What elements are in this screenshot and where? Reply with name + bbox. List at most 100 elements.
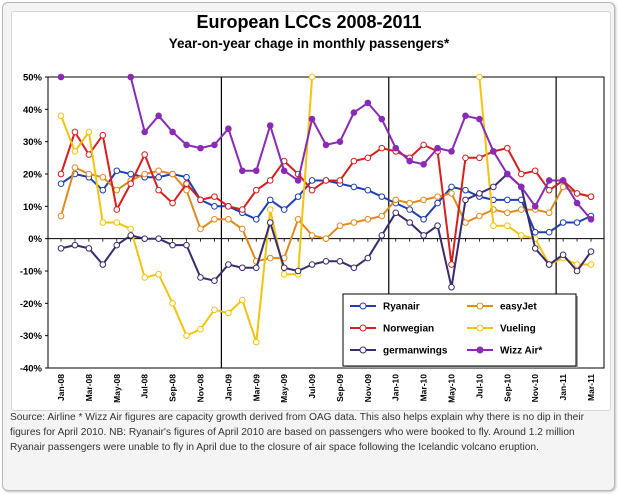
norwegian-point <box>504 144 511 152</box>
wizz-air-point <box>350 109 358 116</box>
ryanair-point <box>252 215 260 223</box>
easyjet-point <box>350 219 358 226</box>
easyjet-point <box>406 199 413 207</box>
norwegian-point <box>420 141 427 149</box>
wizz-air-point <box>434 144 441 152</box>
vueling-point <box>183 332 190 339</box>
easyjet-point <box>545 209 553 217</box>
norwegian-point <box>517 170 525 178</box>
x-tick-label: May-09 <box>279 374 289 403</box>
wizz-air-point <box>336 138 344 145</box>
x-tick-label: May-08 <box>112 374 122 403</box>
germanwings-point <box>322 258 330 265</box>
x-tick-label: Jan-09 <box>223 374 233 401</box>
easyjet-point <box>141 170 148 178</box>
y-tick-label: 40% <box>23 105 43 116</box>
x-tick-label: May-10 <box>447 374 457 403</box>
germanwings-point <box>155 235 162 242</box>
germanwings-point <box>545 261 553 268</box>
wizz-air-point <box>322 141 330 149</box>
vueling-point <box>225 309 232 317</box>
easyjet-point <box>378 212 386 220</box>
wizz-air-line <box>129 76 592 220</box>
plot-border <box>47 76 605 369</box>
wizz-air-point <box>392 144 400 152</box>
x-tick-label: Nov-10 <box>530 374 540 403</box>
x-tick-label: Mar-08 <box>84 374 94 402</box>
ryanair-point <box>350 183 358 191</box>
legend-label-ryanair: Ryanair <box>383 302 420 313</box>
ryanair-point <box>57 180 65 187</box>
easyjet-point <box>559 183 567 191</box>
vueling-point <box>504 222 511 230</box>
germanwings-point <box>378 232 386 239</box>
wizz-air-point <box>378 115 386 123</box>
norwegian-point <box>545 186 553 194</box>
legend-label-easyjet: easyJet <box>500 302 537 313</box>
vueling-point <box>476 73 483 81</box>
ryanair-point <box>573 219 581 226</box>
germanwings-line <box>60 173 592 289</box>
easyjet-point <box>336 222 344 230</box>
ryanair-point <box>448 183 455 191</box>
norwegian-point <box>476 154 483 162</box>
norwegian-point <box>266 177 274 184</box>
germanwings-point <box>559 251 567 259</box>
vueling-point <box>252 338 260 346</box>
x-tick-label: Mar-10 <box>419 374 429 402</box>
norwegian-point <box>364 154 372 162</box>
easyjet-point <box>71 164 79 171</box>
x-tick-label: Sep-08 <box>168 374 178 402</box>
germanwings-point <box>141 235 148 242</box>
wizz-air-point <box>280 167 288 175</box>
y-tick-label: 20% <box>23 170 43 181</box>
legend-marker-germanwings <box>359 346 367 354</box>
wizz-air-point <box>559 177 567 184</box>
vueling-point <box>85 128 93 136</box>
norwegian-point <box>169 199 176 207</box>
norwegian-point <box>322 177 330 184</box>
easyjet-point <box>183 186 190 194</box>
y-tick-label: -10% <box>20 267 43 278</box>
wizz-air-point <box>364 99 372 107</box>
germanwings-point <box>85 245 93 252</box>
vueling-point <box>266 206 274 213</box>
wizz-air-point <box>587 215 595 223</box>
wizz-air-point <box>225 125 232 133</box>
wizz-air-point <box>531 203 539 210</box>
norwegian-point <box>225 203 232 210</box>
norwegian-point <box>141 151 148 158</box>
y-tick-label: -20% <box>20 299 43 310</box>
wizz-air-point <box>448 148 455 155</box>
germanwings-point <box>406 219 413 226</box>
ryanair-point <box>266 196 274 204</box>
vueling-point <box>280 270 288 278</box>
wizz-air-point <box>211 141 218 149</box>
x-tick-label: Mar-09 <box>251 374 261 402</box>
norwegian-point <box>127 180 135 187</box>
germanwings-point <box>197 274 204 281</box>
x-tick-label: Mar-11 <box>586 374 596 401</box>
x-tick-label: Jan-11 <box>558 374 568 401</box>
easyjet-point <box>211 215 218 223</box>
ryanair-point <box>434 199 441 207</box>
ryanair-point <box>504 196 511 204</box>
norwegian-point <box>113 206 121 213</box>
germanwings-point <box>113 241 121 249</box>
norwegian-point <box>252 186 260 194</box>
easyjet-point <box>169 170 176 178</box>
germanwings-point <box>308 261 316 268</box>
legend-label-norwegian: Norwegian <box>383 324 434 335</box>
norwegian-line <box>60 131 592 266</box>
legend-label-vueling: Vueling <box>500 324 536 335</box>
easyjet-point <box>322 235 330 242</box>
wizz-air-point <box>294 177 302 184</box>
norwegian-point <box>155 186 162 194</box>
easyjet-point <box>448 190 455 197</box>
germanwings-point <box>336 258 344 265</box>
legend-marker-norwegian <box>359 324 367 332</box>
easyjet-point <box>392 196 400 204</box>
wizz-air-point <box>127 73 135 81</box>
easyjet-point <box>504 209 511 217</box>
germanwings-point <box>420 232 427 239</box>
